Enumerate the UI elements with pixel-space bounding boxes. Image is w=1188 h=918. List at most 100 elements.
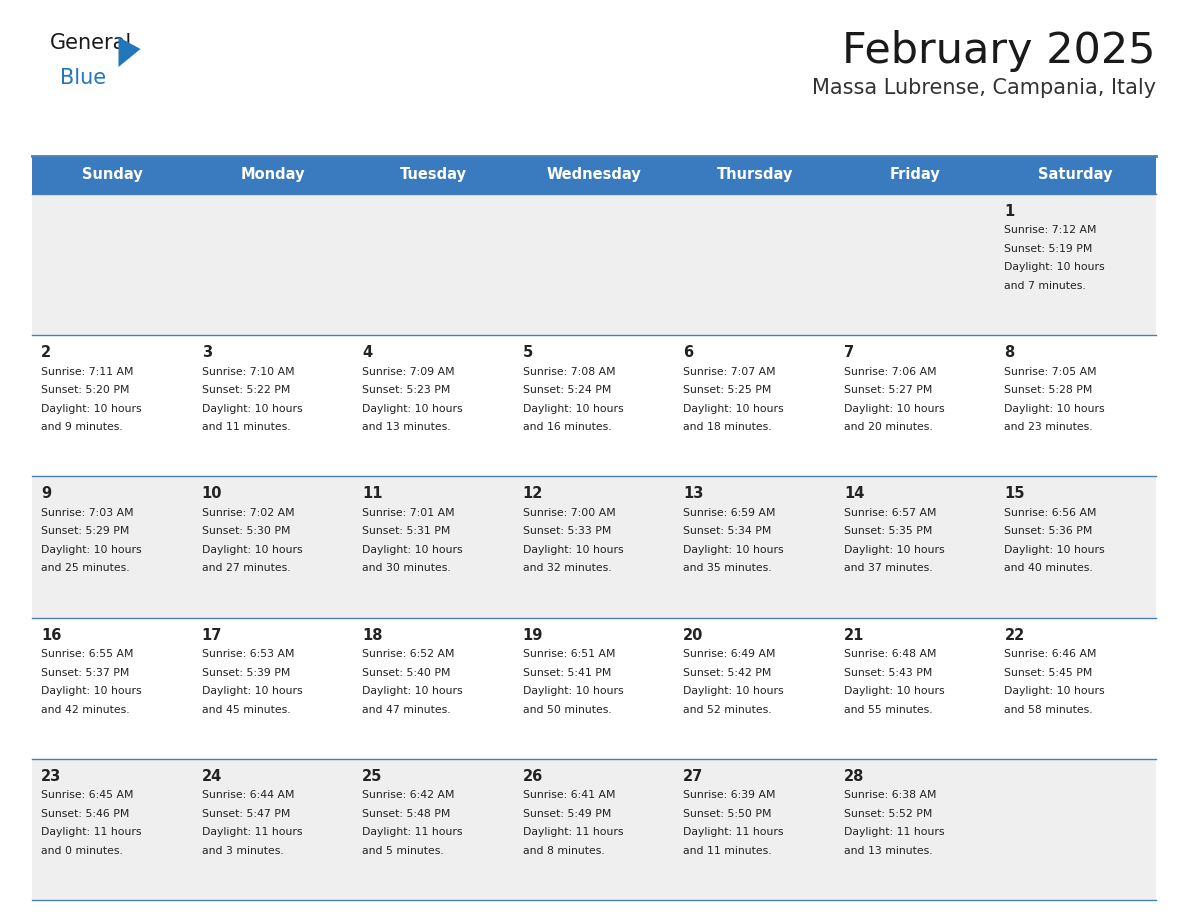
Text: Sunrise: 6:49 AM: Sunrise: 6:49 AM: [683, 649, 776, 659]
Text: and 9 minutes.: and 9 minutes.: [42, 422, 122, 432]
Text: Sunrise: 6:44 AM: Sunrise: 6:44 AM: [202, 790, 295, 800]
Text: Sunrise: 7:12 AM: Sunrise: 7:12 AM: [1004, 226, 1097, 236]
Text: Sunset: 5:35 PM: Sunset: 5:35 PM: [843, 526, 933, 536]
Text: and 11 minutes.: and 11 minutes.: [202, 422, 290, 432]
Text: and 20 minutes.: and 20 minutes.: [843, 422, 933, 432]
Text: 25: 25: [362, 768, 383, 784]
Text: Sunset: 5:31 PM: Sunset: 5:31 PM: [362, 526, 450, 536]
Text: and 35 minutes.: and 35 minutes.: [683, 564, 772, 574]
Text: and 32 minutes.: and 32 minutes.: [523, 564, 612, 574]
Text: Sunrise: 7:06 AM: Sunrise: 7:06 AM: [843, 366, 936, 376]
Text: Daylight: 10 hours: Daylight: 10 hours: [1004, 263, 1105, 273]
Text: Sunrise: 7:02 AM: Sunrise: 7:02 AM: [202, 508, 295, 518]
Text: and 13 minutes.: and 13 minutes.: [362, 422, 450, 432]
Text: Sunrise: 6:57 AM: Sunrise: 6:57 AM: [843, 508, 936, 518]
Text: Sunset: 5:43 PM: Sunset: 5:43 PM: [843, 667, 933, 677]
Text: Daylight: 10 hours: Daylight: 10 hours: [42, 404, 141, 414]
Text: Sunrise: 7:10 AM: Sunrise: 7:10 AM: [202, 366, 295, 376]
Text: Massa Lubrense, Campania, Italy: Massa Lubrense, Campania, Italy: [811, 78, 1156, 98]
Text: Sunset: 5:41 PM: Sunset: 5:41 PM: [523, 667, 611, 677]
Text: Sunset: 5:47 PM: Sunset: 5:47 PM: [202, 809, 290, 819]
Text: 12: 12: [523, 487, 543, 501]
Text: Sunset: 5:30 PM: Sunset: 5:30 PM: [202, 526, 290, 536]
Text: Daylight: 10 hours: Daylight: 10 hours: [843, 545, 944, 554]
Text: 10: 10: [202, 487, 222, 501]
Text: 14: 14: [843, 487, 864, 501]
Text: Sunset: 5:37 PM: Sunset: 5:37 PM: [42, 667, 129, 677]
Text: Sunrise: 6:55 AM: Sunrise: 6:55 AM: [42, 649, 133, 659]
Text: Daylight: 10 hours: Daylight: 10 hours: [683, 686, 784, 696]
Text: and 55 minutes.: and 55 minutes.: [843, 705, 933, 714]
Text: Sunset: 5:42 PM: Sunset: 5:42 PM: [683, 667, 772, 677]
Text: 7: 7: [843, 345, 854, 360]
Text: 21: 21: [843, 628, 864, 643]
Text: and 37 minutes.: and 37 minutes.: [843, 564, 933, 574]
Text: Daylight: 10 hours: Daylight: 10 hours: [202, 404, 302, 414]
Text: Friday: Friday: [890, 167, 941, 183]
Text: Sunrise: 6:51 AM: Sunrise: 6:51 AM: [523, 649, 615, 659]
Text: Daylight: 11 hours: Daylight: 11 hours: [202, 827, 302, 837]
Text: and 47 minutes.: and 47 minutes.: [362, 705, 450, 714]
Text: and 13 minutes.: and 13 minutes.: [843, 845, 933, 856]
Text: Sunrise: 6:52 AM: Sunrise: 6:52 AM: [362, 649, 455, 659]
Text: Daylight: 10 hours: Daylight: 10 hours: [683, 404, 784, 414]
Bar: [32, 618, 1156, 759]
Text: 9: 9: [42, 487, 51, 501]
Text: 17: 17: [202, 628, 222, 643]
Text: Daylight: 11 hours: Daylight: 11 hours: [42, 827, 141, 837]
Text: and 3 minutes.: and 3 minutes.: [202, 845, 283, 856]
Text: Sunday: Sunday: [82, 167, 143, 183]
Text: Sunrise: 7:09 AM: Sunrise: 7:09 AM: [362, 366, 455, 376]
Text: Sunset: 5:34 PM: Sunset: 5:34 PM: [683, 526, 772, 536]
Text: Sunset: 5:23 PM: Sunset: 5:23 PM: [362, 386, 450, 396]
Text: 19: 19: [523, 628, 543, 643]
Text: and 0 minutes.: and 0 minutes.: [42, 845, 122, 856]
Text: and 30 minutes.: and 30 minutes.: [362, 564, 451, 574]
Text: 23: 23: [42, 768, 62, 784]
Text: 20: 20: [683, 628, 703, 643]
Text: and 27 minutes.: and 27 minutes.: [202, 564, 290, 574]
Text: Sunrise: 6:46 AM: Sunrise: 6:46 AM: [1004, 649, 1097, 659]
Text: Sunrise: 7:03 AM: Sunrise: 7:03 AM: [42, 508, 133, 518]
Text: Sunset: 5:20 PM: Sunset: 5:20 PM: [42, 386, 129, 396]
Text: 28: 28: [843, 768, 864, 784]
Text: and 52 minutes.: and 52 minutes.: [683, 705, 772, 714]
Text: Daylight: 11 hours: Daylight: 11 hours: [843, 827, 944, 837]
Text: Sunset: 5:39 PM: Sunset: 5:39 PM: [202, 667, 290, 677]
Text: 27: 27: [683, 768, 703, 784]
Text: 2: 2: [42, 345, 51, 360]
Text: and 11 minutes.: and 11 minutes.: [683, 845, 772, 856]
Text: Sunrise: 7:08 AM: Sunrise: 7:08 AM: [523, 366, 615, 376]
Text: and 16 minutes.: and 16 minutes.: [523, 422, 612, 432]
Text: and 5 minutes.: and 5 minutes.: [362, 845, 444, 856]
Text: Daylight: 11 hours: Daylight: 11 hours: [683, 827, 784, 837]
Text: Sunset: 5:48 PM: Sunset: 5:48 PM: [362, 809, 450, 819]
Text: Daylight: 10 hours: Daylight: 10 hours: [202, 545, 302, 554]
Text: Daylight: 10 hours: Daylight: 10 hours: [362, 686, 463, 696]
Text: Sunset: 5:45 PM: Sunset: 5:45 PM: [1004, 667, 1093, 677]
Text: Sunrise: 6:39 AM: Sunrise: 6:39 AM: [683, 790, 776, 800]
Text: 5: 5: [523, 345, 533, 360]
Text: Sunset: 5:19 PM: Sunset: 5:19 PM: [1004, 244, 1093, 254]
Text: 3: 3: [202, 345, 211, 360]
Text: General: General: [50, 33, 132, 53]
Text: and 45 minutes.: and 45 minutes.: [202, 705, 290, 714]
Bar: [32, 156, 1156, 194]
Text: 15: 15: [1004, 487, 1025, 501]
Text: Wednesday: Wednesday: [546, 167, 642, 183]
Text: Daylight: 10 hours: Daylight: 10 hours: [523, 686, 624, 696]
Text: 8: 8: [1004, 345, 1015, 360]
Text: 11: 11: [362, 487, 383, 501]
Text: and 42 minutes.: and 42 minutes.: [42, 705, 129, 714]
Bar: [32, 476, 1156, 618]
Text: Sunset: 5:25 PM: Sunset: 5:25 PM: [683, 386, 772, 396]
Text: Sunrise: 7:01 AM: Sunrise: 7:01 AM: [362, 508, 455, 518]
Text: Daylight: 11 hours: Daylight: 11 hours: [362, 827, 462, 837]
Text: Sunrise: 6:53 AM: Sunrise: 6:53 AM: [202, 649, 295, 659]
Text: and 25 minutes.: and 25 minutes.: [42, 564, 129, 574]
Text: Sunset: 5:22 PM: Sunset: 5:22 PM: [202, 386, 290, 396]
Text: Sunrise: 6:48 AM: Sunrise: 6:48 AM: [843, 649, 936, 659]
Text: Sunset: 5:49 PM: Sunset: 5:49 PM: [523, 809, 611, 819]
Text: Daylight: 10 hours: Daylight: 10 hours: [523, 545, 624, 554]
Text: Sunrise: 6:59 AM: Sunrise: 6:59 AM: [683, 508, 776, 518]
